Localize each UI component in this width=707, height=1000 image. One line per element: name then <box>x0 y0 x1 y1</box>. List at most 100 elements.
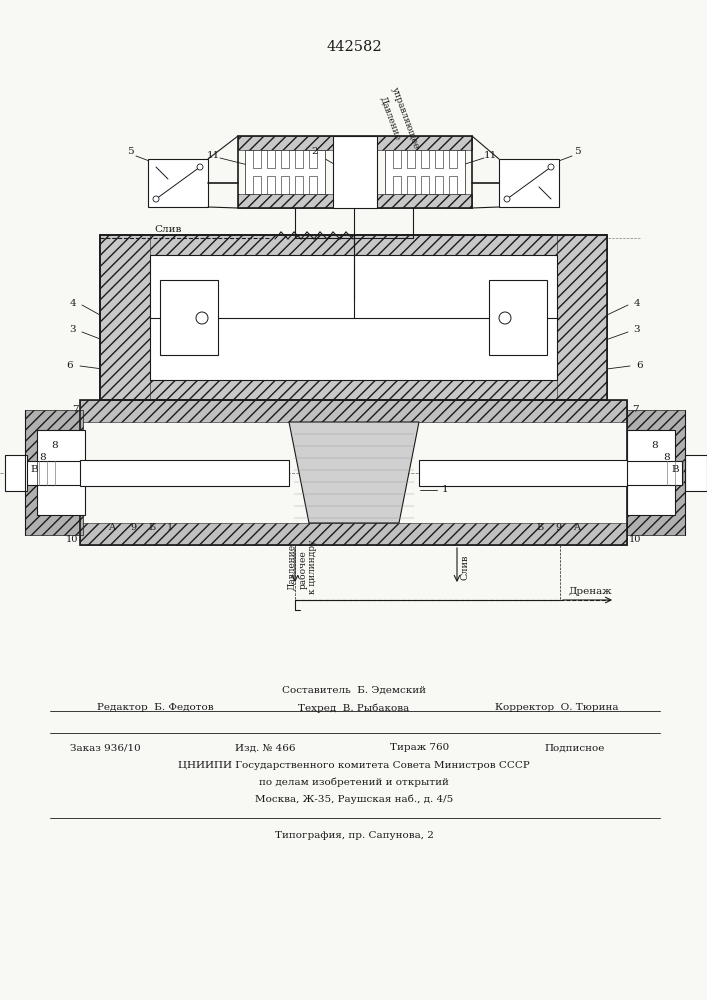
Text: 8: 8 <box>664 452 670 462</box>
Bar <box>295 176 303 194</box>
Bar <box>100 235 150 400</box>
Bar <box>267 150 275 168</box>
Bar <box>238 136 472 150</box>
Bar <box>5 455 27 491</box>
Bar <box>557 235 607 400</box>
Text: 11: 11 <box>206 150 220 159</box>
Bar <box>281 150 289 168</box>
Bar <box>80 460 289 486</box>
Text: Заказ 936/10: Заказ 936/10 <box>69 744 141 752</box>
Circle shape <box>153 196 159 202</box>
Text: 5: 5 <box>573 147 580 156</box>
Circle shape <box>196 312 208 324</box>
Text: 9: 9 <box>130 522 136 532</box>
Text: 8: 8 <box>652 440 658 450</box>
Text: A: A <box>573 522 580 532</box>
Text: Составитель  Б. Эдемский: Составитель Б. Эдемский <box>282 686 426 694</box>
Bar <box>295 150 303 168</box>
Text: 9: 9 <box>555 522 561 532</box>
Bar <box>100 380 607 400</box>
Bar <box>281 176 289 194</box>
Bar <box>407 176 415 194</box>
Bar <box>253 150 261 168</box>
Bar <box>267 176 275 194</box>
Text: Типография, пр. Сапунова, 2: Типография, пр. Сапунова, 2 <box>274 830 433 840</box>
Bar <box>100 235 607 255</box>
Bar <box>100 235 607 400</box>
Bar <box>393 150 401 168</box>
Text: 442582: 442582 <box>326 40 382 54</box>
Text: 5: 5 <box>127 147 134 156</box>
Text: Тираж 760: Тираж 760 <box>390 744 450 752</box>
Bar <box>238 194 472 208</box>
Text: 11: 11 <box>484 150 496 159</box>
Bar <box>435 150 443 168</box>
Bar <box>245 150 325 194</box>
Circle shape <box>197 164 203 170</box>
Text: Б: Б <box>537 522 544 532</box>
Bar <box>685 455 707 491</box>
Text: Слив: Слив <box>154 225 182 233</box>
Text: 7: 7 <box>71 406 78 414</box>
Text: Б: Б <box>148 522 156 532</box>
Bar <box>309 150 317 168</box>
Bar <box>421 150 429 168</box>
Text: 10: 10 <box>629 536 641 544</box>
Bar <box>385 150 465 194</box>
Bar <box>309 176 317 194</box>
Text: B: B <box>30 466 37 475</box>
Bar <box>37 430 85 515</box>
Text: 10: 10 <box>66 536 78 544</box>
Bar <box>421 176 429 194</box>
Bar <box>25 461 90 485</box>
Text: 1: 1 <box>442 486 448 494</box>
Bar <box>148 159 208 207</box>
Bar <box>80 400 627 545</box>
Text: Давление: Давление <box>288 544 296 590</box>
Bar <box>499 159 559 207</box>
Bar <box>419 460 627 486</box>
Bar <box>100 235 607 400</box>
Bar <box>393 176 401 194</box>
Bar <box>25 410 83 535</box>
Bar <box>627 410 685 535</box>
Text: управляющее: управляющее <box>390 86 421 150</box>
Text: 6: 6 <box>637 360 643 369</box>
Bar <box>80 523 627 545</box>
Bar <box>449 176 457 194</box>
Text: Подписное: Подписное <box>545 744 605 752</box>
Bar <box>627 430 675 515</box>
Text: 4: 4 <box>70 298 76 308</box>
Text: Изд. № 466: Изд. № 466 <box>235 744 296 752</box>
Text: 3: 3 <box>70 326 76 334</box>
Text: Слив: Слив <box>460 554 469 580</box>
Text: рабочее: рабочее <box>298 551 308 589</box>
Text: Дренаж: Дренаж <box>568 587 612 596</box>
Text: Давление: Давление <box>378 95 402 141</box>
Text: 1: 1 <box>167 522 173 532</box>
Text: по делам изобретений и открытий: по делам изобретений и открытий <box>259 777 449 787</box>
Text: Техред  В. Рыбакова: Техред В. Рыбакова <box>298 703 409 713</box>
Text: 6: 6 <box>66 360 74 369</box>
Text: 4: 4 <box>633 298 641 308</box>
Text: ЦНИИПИ Государственного комитета Совета Министров СССР: ЦНИИПИ Государственного комитета Совета … <box>178 760 530 770</box>
Text: 7: 7 <box>631 406 638 414</box>
Bar <box>80 400 627 422</box>
Bar <box>617 461 682 485</box>
Text: Москва, Ж-35, Раушская наб., д. 4/5: Москва, Ж-35, Раушская наб., д. 4/5 <box>255 794 453 804</box>
Text: Корректор  О. Тюрина: Корректор О. Тюрина <box>495 704 619 712</box>
Circle shape <box>504 196 510 202</box>
Polygon shape <box>289 422 419 523</box>
Text: 8: 8 <box>40 452 47 462</box>
Bar <box>449 150 457 168</box>
Bar <box>253 176 261 194</box>
Text: 3: 3 <box>633 326 641 334</box>
Bar <box>407 150 415 168</box>
Bar <box>160 280 218 355</box>
Circle shape <box>548 164 554 170</box>
Bar <box>489 280 547 355</box>
Text: к цилиндру: к цилиндру <box>308 540 317 594</box>
Circle shape <box>499 312 511 324</box>
Text: 8: 8 <box>52 440 58 450</box>
Bar <box>435 176 443 194</box>
